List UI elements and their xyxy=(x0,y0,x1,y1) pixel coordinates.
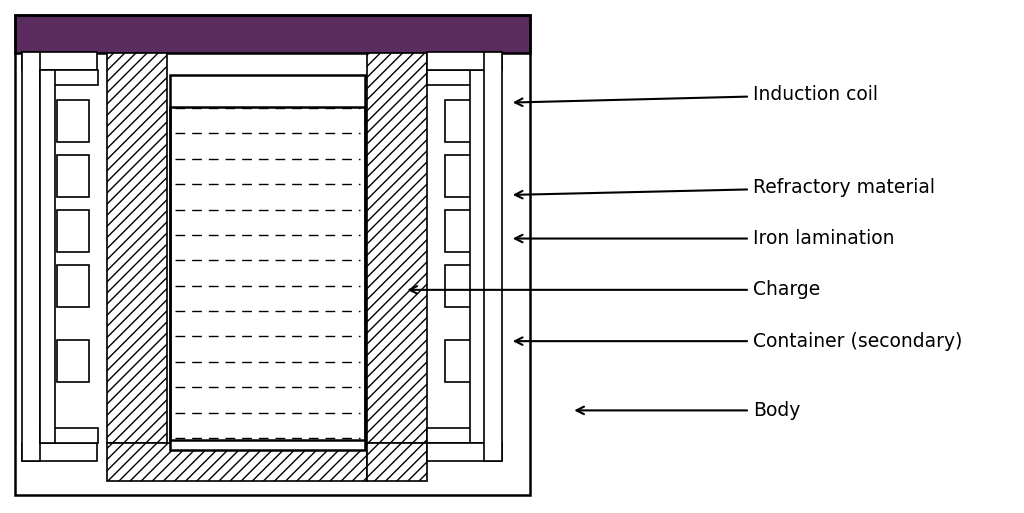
Text: Body: Body xyxy=(577,401,800,420)
Text: Container (secondary): Container (secondary) xyxy=(515,331,962,351)
Bar xyxy=(427,52,502,70)
Bar xyxy=(445,155,477,197)
Bar xyxy=(40,428,98,443)
Bar xyxy=(57,100,89,142)
Bar xyxy=(15,15,530,53)
Bar xyxy=(170,75,365,450)
Bar xyxy=(22,443,97,461)
Bar xyxy=(57,340,89,382)
Bar xyxy=(57,210,89,252)
Bar xyxy=(40,70,98,85)
Bar xyxy=(15,15,530,495)
Bar xyxy=(427,70,485,85)
Text: Charge: Charge xyxy=(410,280,820,300)
Bar xyxy=(170,107,365,440)
Bar xyxy=(57,265,89,307)
Bar xyxy=(445,265,477,307)
Bar xyxy=(484,52,502,461)
Text: Refractory material: Refractory material xyxy=(515,177,935,199)
Bar xyxy=(106,53,167,443)
Bar xyxy=(22,52,97,70)
Bar xyxy=(470,70,485,443)
Bar xyxy=(367,53,427,443)
Bar xyxy=(22,52,40,461)
Text: Induction coil: Induction coil xyxy=(515,85,878,106)
Bar xyxy=(427,428,485,443)
Bar xyxy=(427,443,502,461)
Text: Iron lamination: Iron lamination xyxy=(515,229,894,248)
Bar xyxy=(367,443,427,481)
Bar xyxy=(106,443,367,481)
Bar xyxy=(40,70,55,443)
Bar xyxy=(445,340,477,382)
Bar xyxy=(445,100,477,142)
Bar xyxy=(445,210,477,252)
Bar xyxy=(57,155,89,197)
